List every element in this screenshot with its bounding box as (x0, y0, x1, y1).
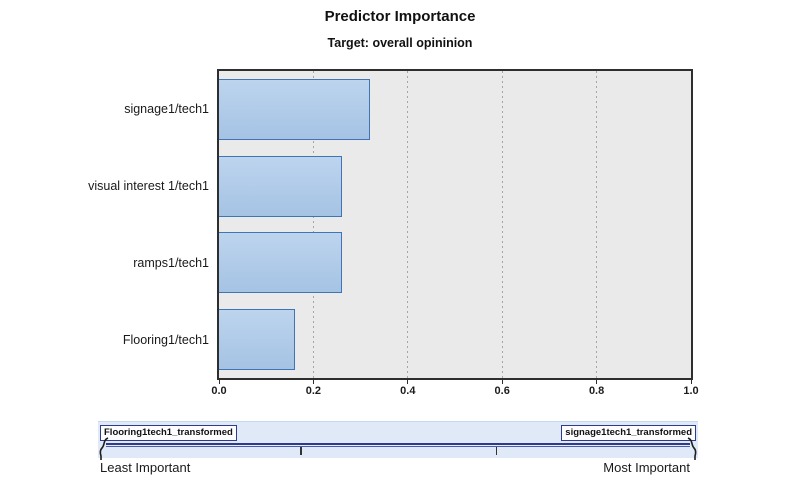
grid-line (312, 71, 314, 378)
grid-line (501, 71, 503, 378)
slider-tick-mark (495, 447, 498, 455)
plot-area (217, 69, 693, 380)
bar (219, 309, 295, 371)
chart-title: Predictor Importance (324, 8, 476, 25)
x-tick-mark (407, 380, 409, 384)
category-label: ramps1/tech1 (133, 255, 209, 270)
most-important-label: Most Important (603, 460, 690, 475)
chart-subtitle: Target: overall opininion (327, 36, 473, 50)
bar (219, 155, 342, 217)
least-important-label: Least Important (100, 460, 191, 475)
slider-left-handle-icon[interactable] (97, 437, 111, 461)
slider-right-range-box[interactable]: signage1tech1_transformed (561, 425, 696, 441)
x-tick-label: 0.6 (494, 385, 510, 397)
x-tick-mark (690, 380, 692, 384)
category-label: Flooring1/tech1 (122, 332, 209, 347)
x-tick-label: 0.2 (305, 385, 322, 397)
bar (219, 78, 371, 140)
slider-right-handle-icon[interactable] (685, 437, 699, 461)
x-tick-label: 0.0 (211, 385, 227, 397)
category-label: visual interest 1/tech1 (88, 179, 209, 194)
slider-track (106, 443, 690, 447)
grid-line (596, 71, 598, 378)
x-tick-mark (596, 380, 598, 384)
x-tick-mark (312, 380, 314, 384)
x-tick-label: 0.8 (588, 385, 605, 397)
slider-tick-mark (300, 447, 302, 455)
x-tick-label: 0.4 (400, 385, 416, 397)
bar (219, 232, 342, 294)
category-label: signage1/tech1 (124, 102, 209, 117)
importance-slider: Flooring1tech1_transformed signage1tech1… (97, 421, 699, 461)
x-tick-mark (218, 380, 220, 384)
grid-line (407, 71, 409, 378)
slider-left-range-box[interactable]: Flooring1tech1_transformed (100, 425, 237, 441)
x-tick-mark (501, 380, 503, 384)
x-tick-label: 1.0 (683, 385, 699, 397)
